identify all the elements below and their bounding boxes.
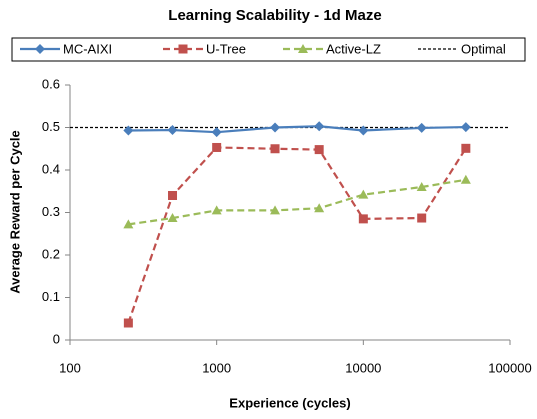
data-point bbox=[416, 122, 427, 133]
data-point bbox=[123, 125, 134, 136]
data-point bbox=[270, 122, 281, 133]
data-point bbox=[460, 174, 471, 184]
data-point bbox=[212, 142, 222, 152]
data-point bbox=[123, 318, 133, 328]
legend-label: Active-LZ bbox=[326, 41, 381, 56]
y-axis-label: Average Reward per Cycle bbox=[7, 130, 22, 294]
chart-title: Learning Scalability - 1d Maze bbox=[168, 7, 381, 24]
y-tick-label: 0.1 bbox=[42, 289, 60, 304]
data-point bbox=[314, 121, 325, 132]
y-tick-label: 0.4 bbox=[42, 161, 60, 176]
legend-marker bbox=[178, 44, 188, 54]
data-point bbox=[168, 191, 178, 200]
y-tick-label: 0.2 bbox=[42, 246, 60, 261]
x-axis-label: Experience (cycles) bbox=[229, 395, 350, 410]
y-tick-label: 0.6 bbox=[42, 76, 60, 91]
x-tick-label: 100 bbox=[59, 360, 81, 375]
legend-marker bbox=[298, 44, 308, 53]
data-point bbox=[416, 182, 427, 191]
data-point bbox=[211, 205, 222, 215]
y-tick-label: 0 bbox=[53, 331, 60, 346]
series-line bbox=[128, 178, 467, 226]
legend-box bbox=[11, 37, 526, 62]
data-point bbox=[123, 219, 134, 229]
data-point bbox=[167, 213, 178, 223]
legend-label: MC-AIXI bbox=[63, 41, 112, 56]
series-line bbox=[128, 125, 466, 134]
x-tick-label: 100000 bbox=[488, 360, 531, 375]
data-point bbox=[270, 205, 281, 215]
data-point bbox=[358, 214, 368, 224]
data-point bbox=[211, 127, 222, 138]
y-tick-label: 0.3 bbox=[42, 204, 60, 219]
series-line bbox=[127, 146, 467, 324]
y-tick-label: 0.5 bbox=[42, 119, 60, 134]
data-point bbox=[314, 203, 325, 213]
data-point bbox=[461, 143, 471, 153]
data-point bbox=[270, 144, 280, 154]
legend-label: U-Tree bbox=[206, 41, 246, 56]
legend-marker bbox=[35, 44, 45, 54]
data-point bbox=[314, 145, 324, 155]
data-point bbox=[167, 125, 178, 136]
x-tick-label: 1000 bbox=[202, 360, 231, 375]
data-point bbox=[417, 213, 427, 223]
legend-label: Optimal bbox=[461, 41, 506, 56]
x-tick-label: 10000 bbox=[345, 360, 381, 375]
data-point bbox=[358, 189, 369, 199]
data-point bbox=[358, 125, 369, 136]
data-point bbox=[460, 122, 471, 133]
